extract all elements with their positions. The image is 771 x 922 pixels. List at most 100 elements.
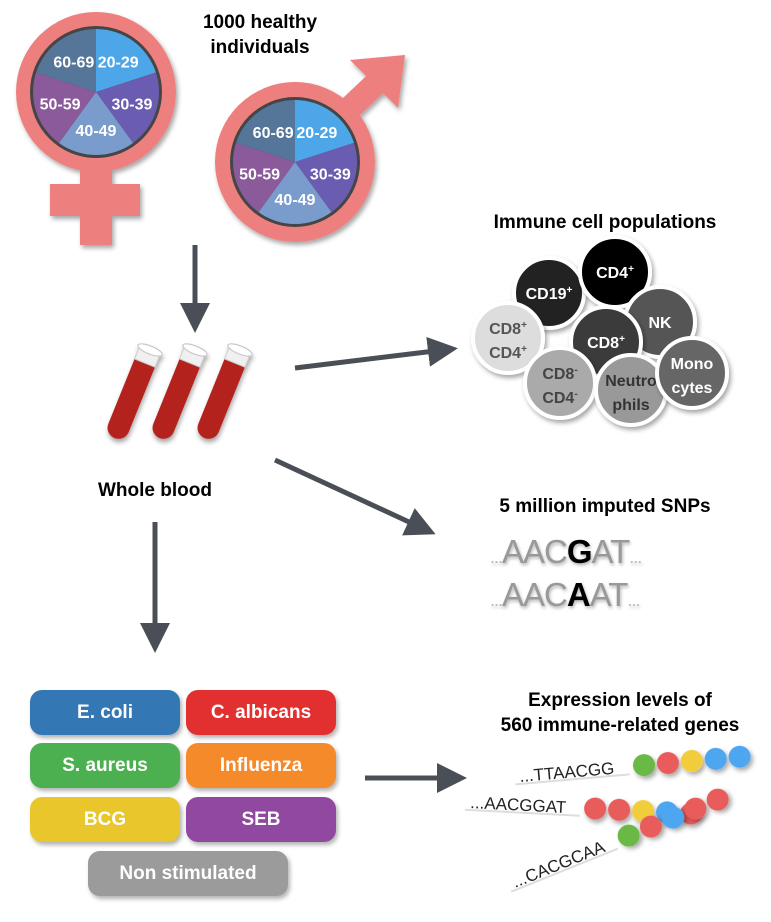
stimulus-c-albicans[interactable]: C. albicans <box>186 690 336 735</box>
baseline <box>464 808 580 817</box>
tube-1 <box>152 343 208 439</box>
pie-slice-60-69 <box>236 99 295 162</box>
male-arrowhead <box>350 55 405 108</box>
cell-cd8cd4: CD8+ CD4+ <box>471 301 545 375</box>
cell-label: NK <box>648 315 672 332</box>
pie-slice-60-69 <box>36 29 96 92</box>
expression-dot <box>656 752 679 775</box>
cohort-title-line1: 1000 healthy <box>202 12 318 33</box>
cell-cd4: CD4+ <box>578 235 652 309</box>
tube-2 <box>197 343 253 439</box>
expression-dot <box>639 815 662 838</box>
pie-slice-40-49 <box>258 162 332 225</box>
expression-title-line1: Expression levels of <box>528 690 712 711</box>
tube-rim <box>227 343 253 357</box>
pie-slice-50-59 <box>33 72 96 143</box>
cell-label: CD4+ <box>489 344 527 362</box>
pie-slice-30-39 <box>295 142 357 213</box>
snp-allele: A <box>566 576 591 613</box>
expression-dot <box>608 798 631 821</box>
male-symbol: 20-29 30-39 40-49 50-59 60-69 <box>215 55 405 242</box>
seq-post: AT <box>591 533 631 570</box>
cell-label: cytes <box>672 380 713 397</box>
arrow-1 <box>294 336 458 371</box>
superscript: - <box>574 389 577 400</box>
superscript: + <box>521 344 527 355</box>
cell-label: CD19+ <box>526 285 573 303</box>
age-label: 40-49 <box>76 123 117 140</box>
cell-label: phils <box>612 397 649 414</box>
baseline <box>515 773 630 786</box>
pie-slice-30-39 <box>96 72 159 143</box>
baseline <box>510 847 619 893</box>
expression-dot <box>728 745 751 768</box>
pie-slice-40-49 <box>58 92 134 156</box>
superscript: + <box>567 285 573 296</box>
stimulus-non-stimulated[interactable]: Non stimulated <box>88 851 288 896</box>
stimulus-seb[interactable]: SEB <box>186 797 336 842</box>
tube-rim <box>182 343 208 357</box>
snp-sequence-2: ...AACAAT... <box>490 576 640 614</box>
expression-dot <box>617 824 640 847</box>
flow-arrows <box>140 245 467 793</box>
cell-label: CD8- <box>542 365 577 383</box>
cell-label: CD8+ <box>587 334 625 352</box>
expression-dot <box>706 788 729 811</box>
immune-cell-cluster: CD19+ CD4+ NK CD8+ CD8+ CD4+ CD8- CD4- Neutro phi… <box>471 235 729 427</box>
tube-body <box>152 349 202 439</box>
female-crossbar <box>50 184 140 216</box>
age-label: 60-69 <box>53 54 94 71</box>
superscript: + <box>521 320 527 331</box>
expression-dot <box>633 754 656 777</box>
expression-dot <box>684 797 707 820</box>
whole-blood-label: Whole blood <box>98 480 212 501</box>
female-symbol: 20-29 30-39 40-49 50-59 60-69 <box>16 12 176 245</box>
tube-0 <box>107 343 163 439</box>
expression-row: ...TTAACGG <box>515 745 751 786</box>
expression-sequences: ...TTAACGG ...AACGGAT ...CACGCAA <box>464 745 751 893</box>
snp-sequence-1: ...AACGAT... <box>490 533 642 571</box>
age-label: 30-39 <box>310 166 351 183</box>
blood-tubes-icon <box>107 343 253 439</box>
age-label: 30-39 <box>111 97 152 114</box>
pie-slice-50-59 <box>233 142 295 213</box>
cell-circle <box>655 336 729 410</box>
ellipsis: ... <box>490 547 503 567</box>
tube-rim <box>137 343 163 357</box>
cell-monocytes: Mono cytes <box>655 336 729 410</box>
stimulus-influenza[interactable]: Influenza <box>186 743 336 788</box>
pie-slice-20-29 <box>295 100 354 162</box>
cell-label: CD4+ <box>596 264 634 282</box>
stimulus-bcg[interactable]: BCG <box>30 797 180 842</box>
age-label: 60-69 <box>253 125 294 142</box>
tube-body <box>107 349 157 439</box>
gene-sequence: ...CACGCAA <box>509 837 608 892</box>
seq-pre: AAC <box>502 533 568 570</box>
expression-title-line2: 560 immune-related genes <box>500 715 740 736</box>
superscript: - <box>574 365 577 376</box>
tube-body <box>197 349 247 439</box>
seq-post: AT <box>589 576 629 613</box>
cell-label: Neutro <box>605 373 657 390</box>
expression-dot <box>584 797 607 820</box>
ellipsis: ... <box>627 590 640 610</box>
gene-sequence: ...TTAACGG <box>519 759 615 786</box>
immune-title: Immune cell populations <box>493 212 717 233</box>
expression-title: Expression levels of 560 immune-related … <box>470 688 770 738</box>
expression-dot <box>662 806 685 829</box>
cell-circle <box>471 301 545 375</box>
gene-sequence: ...AACGGAT <box>470 793 567 817</box>
cell-cd8cd4: CD8- CD4- <box>523 346 597 420</box>
snp-allele: G <box>566 533 593 570</box>
stimulus-e-coli[interactable]: E. coli <box>30 690 180 735</box>
expression-dot <box>680 749 703 772</box>
ellipsis: ... <box>490 590 503 610</box>
age-label: 20-29 <box>98 54 139 71</box>
arrow-2 <box>273 457 436 536</box>
cell-label: Mono <box>671 356 714 373</box>
snps-title: 5 million imputed SNPs <box>499 496 711 517</box>
stimulus-s-aureus[interactable]: S. aureus <box>30 743 180 788</box>
age-label: 20-29 <box>296 125 337 142</box>
cell-circle <box>523 346 597 420</box>
